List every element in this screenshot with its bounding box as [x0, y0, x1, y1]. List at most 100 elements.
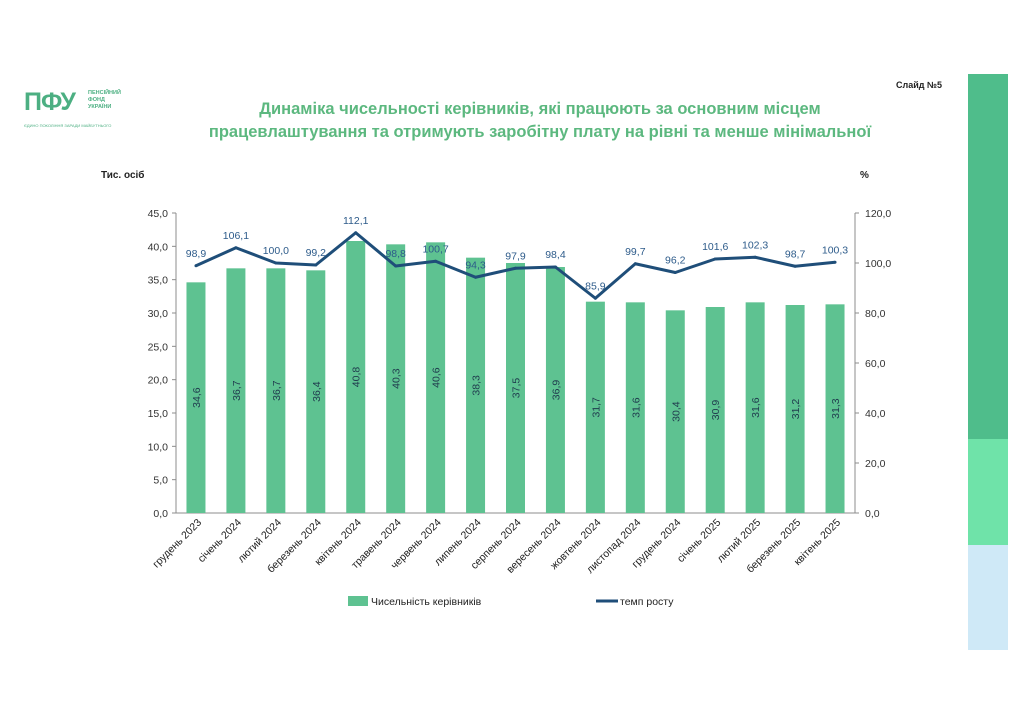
right-tick-label: 60,0: [865, 358, 886, 370]
line-value-label: 100,3: [822, 244, 848, 256]
line-value-label: 102,3: [742, 239, 768, 251]
bar: [506, 263, 525, 513]
line-point: [593, 296, 597, 300]
slide-number: Слайд №5: [896, 80, 943, 90]
line-value-label: 98,4: [545, 249, 566, 261]
chart-title-line: працевлаштування та отримують заробітну …: [208, 123, 872, 141]
logo-line: ПЕНСІЙНИЙ: [88, 90, 121, 96]
line-value-label: 106,1: [223, 230, 249, 242]
line-point: [474, 275, 478, 279]
right-tick-label: 120,0: [865, 208, 891, 220]
legend-bar-label: Чисельність керівників: [371, 596, 482, 608]
bar-value-label: 31,6: [750, 397, 762, 418]
bar: [745, 302, 765, 513]
line-value-label: 98,7: [785, 248, 806, 260]
line-value-label: 97,9: [505, 250, 526, 262]
side-decoration-bottom: [968, 545, 1008, 650]
line-value-label: 96,2: [665, 255, 686, 267]
bar-value-label: 36,9: [550, 380, 562, 401]
bar-value-label: 40,8: [351, 367, 363, 388]
line-point: [434, 259, 438, 263]
right-tick-label: 40,0: [865, 408, 886, 420]
bar-value-label: 30,4: [670, 401, 682, 422]
right-tick-label: 0,0: [865, 508, 880, 520]
bar-value-label: 38,3: [471, 375, 483, 396]
line-point: [274, 261, 278, 265]
bar-value-label: 36,4: [311, 381, 323, 402]
bar: [585, 301, 605, 513]
right-tick-label: 100,0: [865, 258, 891, 270]
line-point: [633, 262, 637, 266]
line-point: [394, 264, 398, 268]
legend-bar-swatch: [348, 596, 368, 606]
bar-value-label: 34,6: [191, 387, 203, 408]
line-point: [793, 264, 797, 268]
line-point: [753, 255, 757, 259]
bar: [785, 305, 805, 513]
bar-value-label: 31,2: [790, 399, 802, 420]
left-axis-unit: Тис. осіб: [101, 169, 145, 181]
bar-value-label: 40,6: [431, 367, 443, 388]
bar-value-label: 36,7: [231, 380, 243, 401]
left-tick-label: 40,0: [148, 241, 169, 253]
side-decoration-top: [968, 74, 1008, 439]
bar-value-label: 31,3: [830, 398, 842, 419]
line-value-label: 98,8: [385, 248, 406, 260]
legend-line-label: темп росту: [620, 596, 674, 608]
left-tick-label: 0,0: [153, 508, 168, 520]
left-tick-label: 35,0: [148, 275, 169, 287]
bar: [825, 304, 845, 513]
line-point: [553, 265, 557, 269]
line-point: [713, 257, 717, 261]
bar-value-label: 31,7: [590, 397, 602, 418]
logo-text: ПЕНСІЙНИЙ ФОНД УКРАЇНИ: [88, 90, 121, 111]
line-value-label: 99,7: [625, 246, 646, 258]
logo-line: УКРАЇНИ: [88, 104, 112, 110]
left-tick-label: 20,0: [148, 375, 169, 387]
left-tick-label: 25,0: [148, 341, 169, 353]
right-axis-unit: %: [860, 170, 869, 181]
left-tick-label: 15,0: [148, 408, 169, 420]
bar: [665, 310, 685, 513]
bar: [625, 302, 645, 513]
chart-title: Динаміка чисельності керівників, які пра…: [160, 98, 920, 144]
bar: [386, 244, 406, 514]
left-tick-label: 5,0: [153, 475, 168, 487]
line-value-label: 112,1: [343, 215, 369, 227]
bar: [266, 268, 286, 513]
logo-mark: ПФУ: [24, 88, 76, 116]
category-label: грудень 2023: [150, 517, 204, 571]
line-value-label: 100,0: [263, 245, 289, 257]
logo-motto: ЄДИНО ПОКОЛІННЯ ЗАРАДИ МАЙБУТНЬОГО: [24, 123, 112, 128]
line-value-label: 99,2: [306, 247, 327, 259]
bar: [226, 268, 246, 513]
line-value-label: 98,9: [186, 248, 207, 260]
side-decoration-middle: [968, 439, 1008, 545]
right-tick-label: 80,0: [865, 308, 886, 320]
line-point: [673, 271, 677, 274]
bar-value-label: 30,9: [710, 400, 722, 421]
line-point: [194, 264, 198, 268]
bar: [426, 242, 446, 514]
line-point: [314, 263, 318, 267]
line-point: [354, 231, 358, 235]
logo-line: ФОНД: [88, 97, 105, 103]
line-point: [234, 246, 238, 250]
chart-title-line: Динаміка чисельності керівників, які пра…: [259, 100, 821, 118]
bar: [346, 241, 366, 513]
left-tick-label: 45,0: [148, 208, 169, 220]
line-value-label: 85,9: [585, 280, 606, 292]
bar: [466, 257, 486, 513]
line-value-label: 100,7: [422, 243, 448, 255]
bar-value-label: 40,3: [391, 368, 403, 389]
bar-value-label: 31,6: [630, 397, 642, 418]
pfu-logo: ПФУ ПЕНСІЙНИЙ ФОНД УКРАЇНИ ЄДИНО ПОКОЛІН…: [24, 88, 136, 132]
line-point: [833, 260, 837, 264]
bar: [306, 270, 326, 513]
left-tick-label: 30,0: [148, 308, 169, 320]
line-point: [514, 266, 517, 270]
bar: [186, 282, 206, 513]
line-value-label: 94,3: [465, 259, 486, 271]
bar-value-label: 37,5: [511, 378, 523, 399]
left-tick-label: 10,0: [148, 441, 169, 453]
